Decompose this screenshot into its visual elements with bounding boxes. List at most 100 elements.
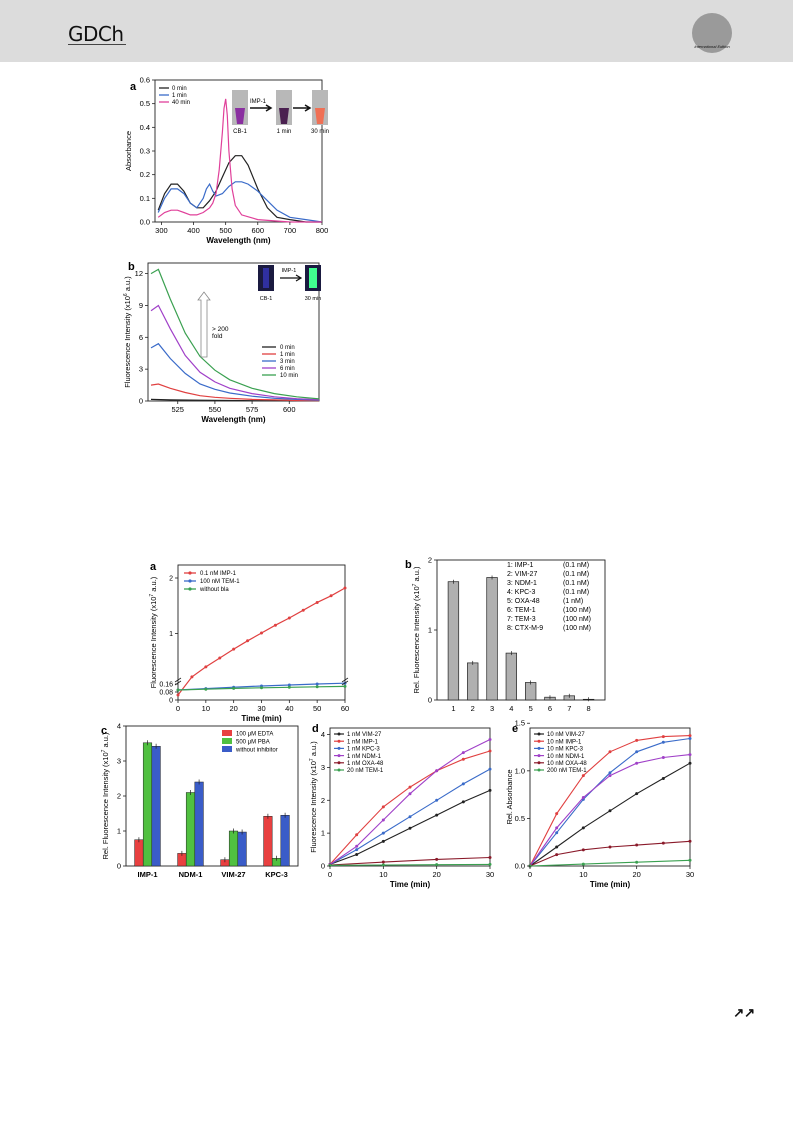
data-point <box>635 843 639 847</box>
data-point <box>408 785 412 789</box>
legend-label: 1 nM NDM-1 <box>347 754 382 760</box>
legend-label: 1 nM IMP-1 <box>347 739 379 745</box>
x-tick-label: 10 <box>579 870 587 879</box>
bar <box>524 682 537 701</box>
bar <box>151 746 161 867</box>
data-point <box>381 831 385 835</box>
y-tick-label: 1 <box>321 829 325 838</box>
chart-absorbance: 300 400 500 600 700 800 0.0 0.1 0.2 0.3 0.4 0.5 0.6 W… <box>124 76 329 246</box>
bar <box>447 581 460 701</box>
y-tick-label: 3 <box>117 757 121 766</box>
data-point <box>555 826 559 830</box>
y-tick-label: 12 <box>135 269 143 278</box>
legend-marker <box>537 768 541 772</box>
y-label-tail: a.u.) <box>149 576 158 594</box>
gdch-logo: GDCh <box>68 22 124 46</box>
legend-label: 4: KPC-3 <box>507 589 536 596</box>
y-axis-label: Rel. Absorbance <box>505 769 514 824</box>
legend-marker <box>337 768 341 772</box>
x-tick-label: 550 <box>209 405 222 414</box>
y-tick-label: 0 <box>428 696 432 705</box>
y-label-main: Absorbance <box>124 131 133 171</box>
x-tick-label: 20 <box>229 704 237 713</box>
y-tick-label: 6 <box>139 333 143 342</box>
legend-marker <box>188 571 192 575</box>
x-tick-label: 500 <box>219 226 232 235</box>
legend-label: 10 nM VIM-27 <box>547 732 585 738</box>
y-label-tail: a.u.) <box>101 732 110 750</box>
data-point <box>635 792 639 796</box>
legend-label: 6 min <box>280 366 295 372</box>
data-point <box>260 631 263 635</box>
x-tick-label: 10 <box>202 704 210 713</box>
edition-badge <box>692 13 732 53</box>
y-tick-label: 0.08 <box>159 690 173 697</box>
legend-label: 1 nM VIM-27 <box>347 732 382 738</box>
legend-marker <box>337 739 341 743</box>
vial-photo <box>312 90 328 125</box>
legend-marker <box>337 732 341 736</box>
data-point <box>355 833 359 837</box>
legend-value: (1 nM) <box>563 598 583 605</box>
y-tick-label: 3 <box>139 365 143 374</box>
panel-letter: b <box>128 261 135 273</box>
data-point <box>232 686 236 690</box>
x-tick-label: VIM-27 <box>221 870 245 879</box>
data-point <box>355 853 359 856</box>
x-tick-label: 50 <box>313 704 321 713</box>
legend-label: 8: CTX-M-9 <box>507 625 543 632</box>
data-point <box>381 863 385 867</box>
data-point <box>204 687 208 691</box>
inset-vials: IMP-1 CB-1 1 min 30 min <box>232 90 329 135</box>
inset-label: 1 min <box>277 129 292 135</box>
data-point <box>204 665 208 669</box>
series-line <box>157 98 322 223</box>
x-tick-label: 600 <box>252 226 265 235</box>
data-point <box>488 767 492 771</box>
data-point <box>329 594 333 598</box>
legend-swatch <box>222 730 232 736</box>
legend-marker <box>337 754 341 758</box>
y-tick-label: 1.0 <box>515 766 525 775</box>
data-point <box>381 839 385 843</box>
legend-value: (0.1 nM) <box>563 580 589 587</box>
vial-photo <box>232 90 248 125</box>
data-point <box>287 685 291 689</box>
inset-reagent: IMP-1 <box>250 99 267 105</box>
axis-break <box>174 677 182 686</box>
bar <box>142 742 153 867</box>
legend-value: (100 nM) <box>563 607 591 614</box>
data-point <box>608 771 612 775</box>
axis-break <box>341 677 349 686</box>
y-tick-label: 0.0 <box>515 862 525 871</box>
bar <box>185 792 196 867</box>
data-point <box>408 826 412 830</box>
data-point <box>381 818 385 822</box>
inset-label: 30 min <box>311 129 329 135</box>
data-point <box>661 740 665 744</box>
data-point <box>555 831 559 835</box>
x-tick-label: 4 <box>509 704 513 713</box>
legend-label: 10 nM OXA-48 <box>547 761 587 767</box>
x-tick-label: 575 <box>246 405 259 414</box>
data-point <box>555 853 559 857</box>
data-point <box>581 862 585 866</box>
up-arrow-icon <box>197 291 211 358</box>
y-label-exponent: 7 <box>412 583 418 586</box>
x-tick-label: 800 <box>316 226 329 235</box>
legend-marker <box>537 746 541 750</box>
data-point <box>301 608 305 612</box>
bar <box>505 652 518 701</box>
x-tick-label: 6 <box>548 704 552 713</box>
y-tick-label: 0 <box>117 862 121 871</box>
x-tick-label: 600 <box>283 405 296 414</box>
inset-label: CB-1 <box>260 296 273 302</box>
y-tick-label: 3 <box>321 763 325 772</box>
data-point <box>635 761 639 765</box>
legend-label: 6: TEM-1 <box>507 607 536 614</box>
legend-label: 1 min <box>172 93 187 99</box>
y-tick-label: 1 <box>117 827 121 836</box>
data-point <box>688 753 692 757</box>
y-tick-label: 0.5 <box>140 99 150 108</box>
y-tick-label: 0 <box>169 698 173 705</box>
